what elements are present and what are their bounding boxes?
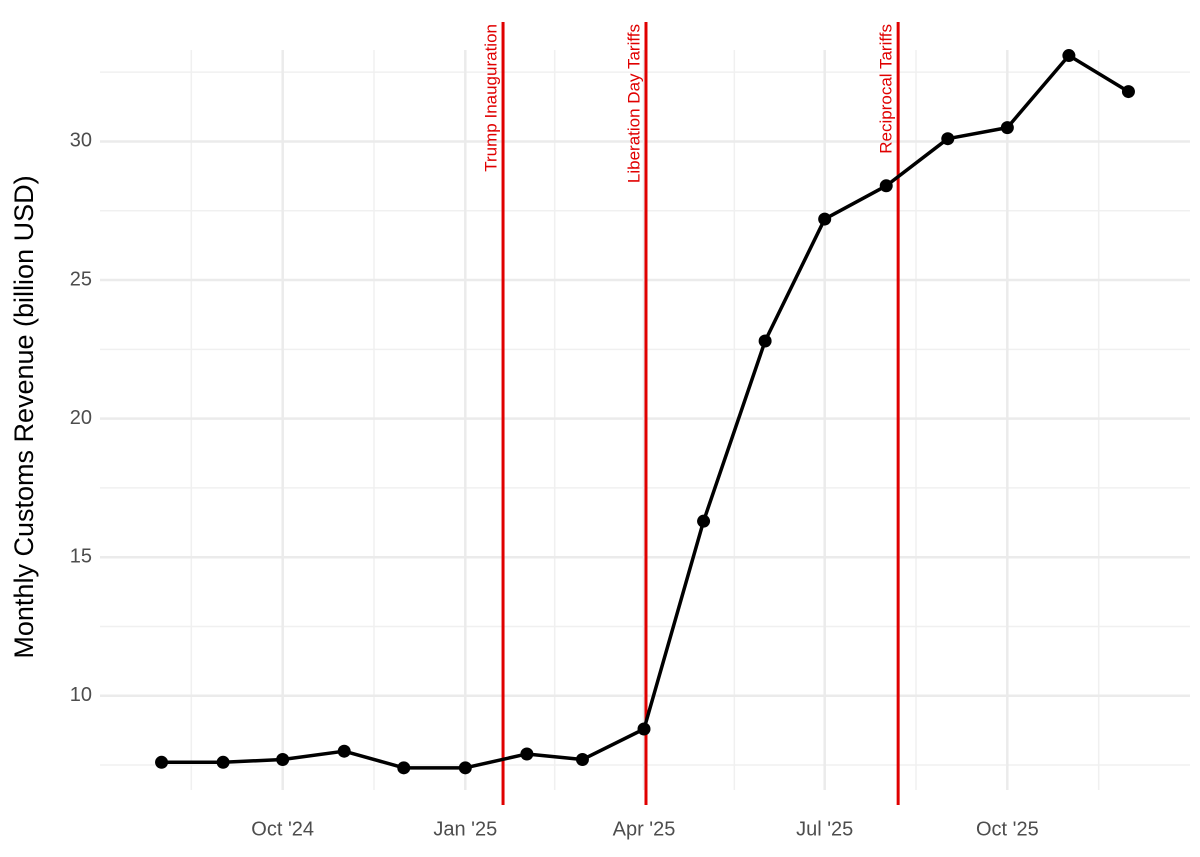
data-point xyxy=(520,747,534,761)
x-tick-label: Oct '25 xyxy=(976,818,1039,840)
data-point xyxy=(941,132,955,146)
event-label: Liberation Day Tariffs xyxy=(624,24,643,183)
x-tick-label: Oct '24 xyxy=(251,818,314,840)
event-label: Reciprocal Tariffs xyxy=(877,24,896,154)
x-tick-label: Apr '25 xyxy=(613,818,676,840)
y-tick-label: 15 xyxy=(70,545,92,567)
x-tick-label: Jul '25 xyxy=(796,818,853,840)
data-point xyxy=(575,753,589,767)
data-point xyxy=(216,755,230,769)
y-tick-label: 20 xyxy=(70,407,92,429)
data-point xyxy=(697,514,711,528)
data-point xyxy=(1062,49,1076,63)
data-point xyxy=(276,753,290,767)
data-point xyxy=(818,212,832,226)
y-axis-label: Monthly Customs Revenue (billion USD) xyxy=(9,175,39,658)
data-point xyxy=(758,334,772,348)
y-tick-label: 10 xyxy=(70,684,92,706)
data-point xyxy=(155,755,169,769)
event-label: Trump Inauguration xyxy=(482,24,501,172)
data-point xyxy=(458,761,472,775)
data-point xyxy=(879,179,893,193)
data-point xyxy=(397,761,411,775)
data-point xyxy=(1121,85,1135,99)
data-point xyxy=(337,744,351,758)
y-tick-label: 25 xyxy=(70,268,92,290)
x-tick-label: Jan '25 xyxy=(433,818,497,840)
y-tick-label: 30 xyxy=(70,130,92,152)
data-point xyxy=(637,722,651,736)
data-point xyxy=(1000,121,1014,135)
